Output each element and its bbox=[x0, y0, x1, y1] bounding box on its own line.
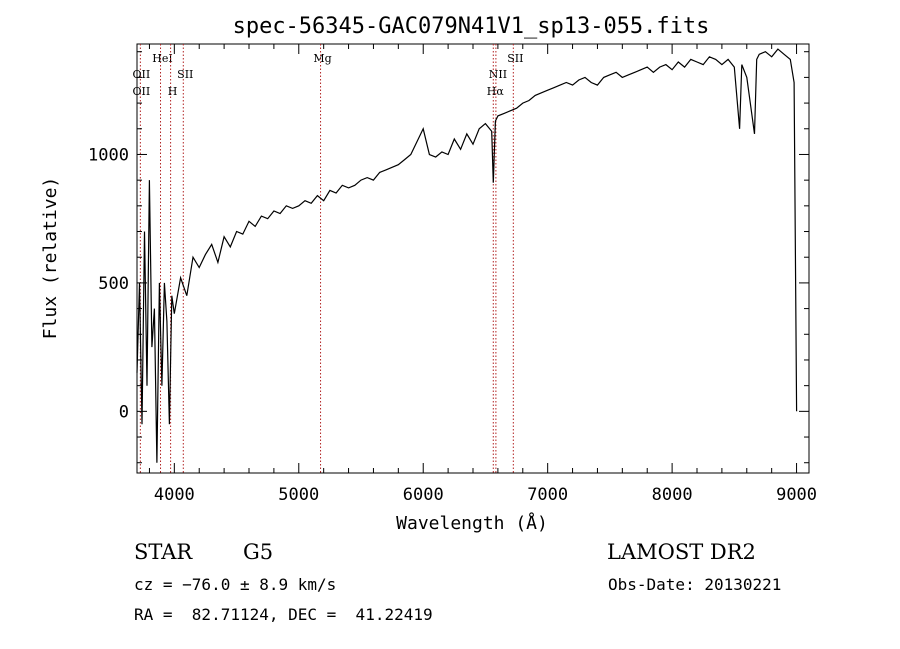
x-tick-label: 5000 bbox=[278, 485, 319, 505]
x-tick-label: 4000 bbox=[154, 485, 195, 505]
survey-name: LAMOST DR2 bbox=[607, 540, 756, 564]
x-tick-label: 9000 bbox=[776, 485, 817, 505]
object-class: STAR bbox=[134, 540, 193, 564]
x-axis-ticks: 4000 5000 6000 7000 8000 9000 bbox=[148, 44, 817, 505]
x-tick-label: 8000 bbox=[652, 485, 693, 505]
chart-title: spec-56345-GAC079N41V1_sp13-055.fits bbox=[233, 14, 710, 39]
x-axis-label: Wavelength (Å) bbox=[396, 512, 548, 534]
x-tick-label: 6000 bbox=[403, 485, 444, 505]
y-axis-ticks: 0 500 1000 bbox=[88, 51, 809, 464]
marker-label-0-0: OII bbox=[133, 68, 151, 81]
y-tick-label: 1000 bbox=[88, 145, 129, 165]
x-tick-label: 7000 bbox=[527, 485, 568, 505]
marker-label-1: HeI bbox=[152, 52, 172, 65]
object-subclass: G5 bbox=[243, 540, 274, 564]
plot-frame bbox=[136, 43, 810, 474]
y-axis-label: Flux (relative) bbox=[40, 177, 61, 340]
spectrum-series bbox=[136, 48, 798, 463]
spectrum-line-0 bbox=[136, 48, 798, 463]
marker-label-2: H bbox=[168, 85, 178, 98]
redshift-velocity: cz = −76.0 ± 8.9 km/s bbox=[134, 575, 337, 594]
coordinates: RA = 82.71124, DEC = 41.22419 bbox=[134, 605, 433, 624]
y-tick-label: 0 bbox=[119, 402, 129, 422]
observation-date: Obs-Date: 20130221 bbox=[608, 575, 782, 594]
marker-label-5: NII bbox=[489, 68, 507, 81]
marker-label-4: Mg bbox=[313, 52, 331, 65]
y-tick-label: 500 bbox=[98, 274, 129, 294]
marker-label-6: Hα bbox=[487, 85, 505, 98]
marker-label-0-1: OII bbox=[133, 85, 151, 98]
marker-label-3: SII bbox=[177, 68, 193, 81]
marker-label-7: SII bbox=[507, 52, 523, 65]
